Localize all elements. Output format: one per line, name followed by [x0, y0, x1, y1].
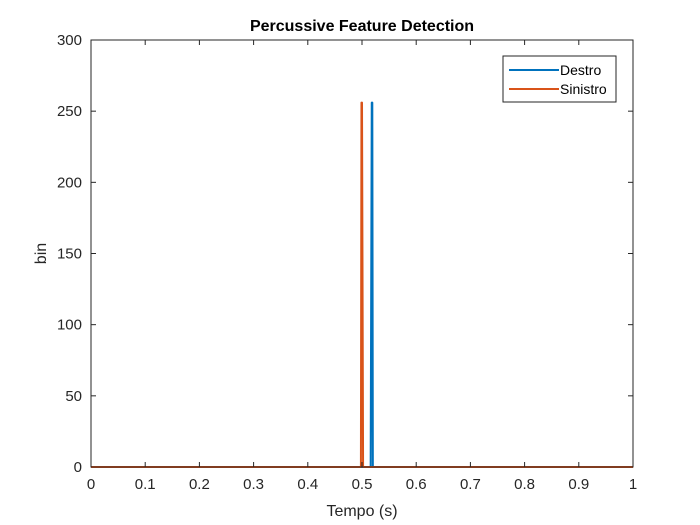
legend: Destro Sinistro	[502, 55, 617, 103]
y-tick-label: 250	[57, 103, 82, 120]
x-tick-label: 0.1	[135, 476, 156, 493]
x-tick-label: 0.4	[297, 476, 318, 493]
legend-label-destro: Destro	[560, 62, 601, 78]
x-tick-label: 0.3	[243, 476, 264, 493]
y-tick-label: 100	[57, 317, 82, 334]
y-tick-label: 0	[74, 459, 82, 476]
x-axis-title: Tempo (s)	[326, 503, 397, 520]
y-tick-label: 200	[57, 174, 82, 191]
x-tick-label: 0.7	[460, 476, 481, 493]
legend-label-sinistro: Sinistro	[560, 81, 607, 97]
x-tick-label: 0.9	[568, 476, 589, 493]
x-tick-label: 0	[87, 476, 95, 493]
x-tick-label: 0.5	[352, 476, 373, 493]
x-tick-label: 0.8	[514, 476, 535, 493]
y-tick-label: 50	[65, 388, 82, 405]
axes-layer: 0 0.1 0.2 0.3 0.4 0.5 0.6 0.7 0.8 0.9 1 0 50 100 150 20…	[57, 32, 637, 493]
y-tick-label: 300	[57, 32, 82, 49]
chart-title: Percussive Feature Detection	[250, 18, 474, 35]
x-tick-label: 1	[629, 476, 637, 493]
x-tick-label: 0.2	[189, 476, 210, 493]
legend-box	[502, 55, 617, 103]
y-axis-title: bin	[33, 243, 50, 264]
x-tick-label: 0.6	[406, 476, 427, 493]
y-tick-label: 150	[57, 246, 82, 263]
